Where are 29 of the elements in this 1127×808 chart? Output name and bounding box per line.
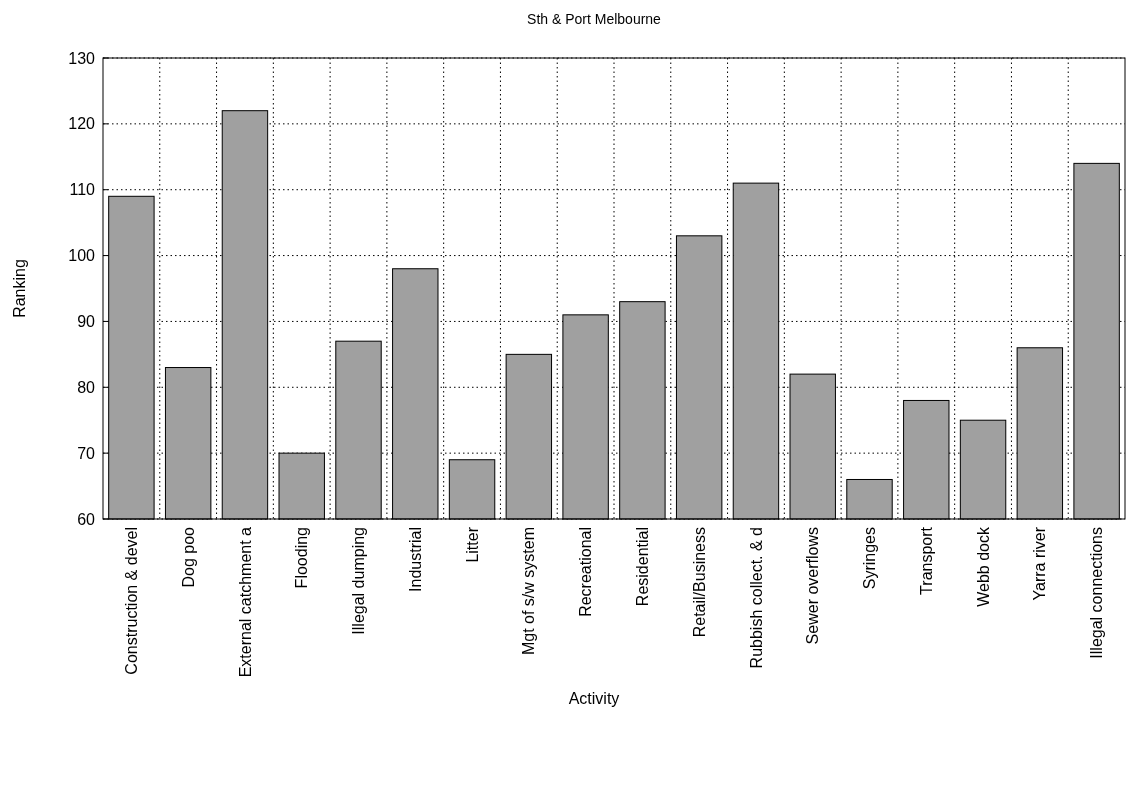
y-axis-title: Ranking <box>11 259 28 318</box>
y-tick-label: 110 <box>69 181 96 199</box>
x-tick-label: Webb dock <box>974 526 992 607</box>
x-tick-label: Residential <box>633 527 651 607</box>
x-tick-label: External catchment a <box>236 526 254 678</box>
x-tick-label: Dog poo <box>179 526 197 588</box>
y-tick-label: 120 <box>68 115 96 133</box>
x-tick-label: Recreational <box>577 527 595 617</box>
y-tick-label: 60 <box>77 510 96 528</box>
x-tick-label: Litter <box>463 526 481 563</box>
x-tick-label: Illegal dumping <box>350 527 368 635</box>
y-tick-label: 80 <box>77 378 96 396</box>
x-tick-label: Sewer overflows <box>804 527 822 645</box>
x-tick-label: Construction & devel <box>122 527 140 675</box>
x-tick-label: Syringes <box>861 527 879 590</box>
x-tick-label: Illegal connections <box>1088 527 1106 659</box>
x-tick-label: Flooding <box>293 527 311 589</box>
x-tick-label: Industrial <box>406 527 424 592</box>
x-tick-label: Yarra river <box>1031 526 1049 601</box>
x-tick-label: Transport <box>917 526 935 595</box>
y-tick-label: 70 <box>77 444 96 462</box>
x-tick-label: Mgt of s/w system <box>520 527 538 656</box>
x-tick-label: Retail/Business <box>690 527 708 638</box>
x-tick-label: Rubbish collect. & d <box>747 527 765 669</box>
chart-title: Sth & Port Melbourne <box>527 11 662 27</box>
y-tick-label: 90 <box>77 313 96 331</box>
y-tick-label: 100 <box>68 247 96 265</box>
x-axis-title: Activity <box>568 690 620 707</box>
y-tick-label: 130 <box>68 49 96 67</box>
